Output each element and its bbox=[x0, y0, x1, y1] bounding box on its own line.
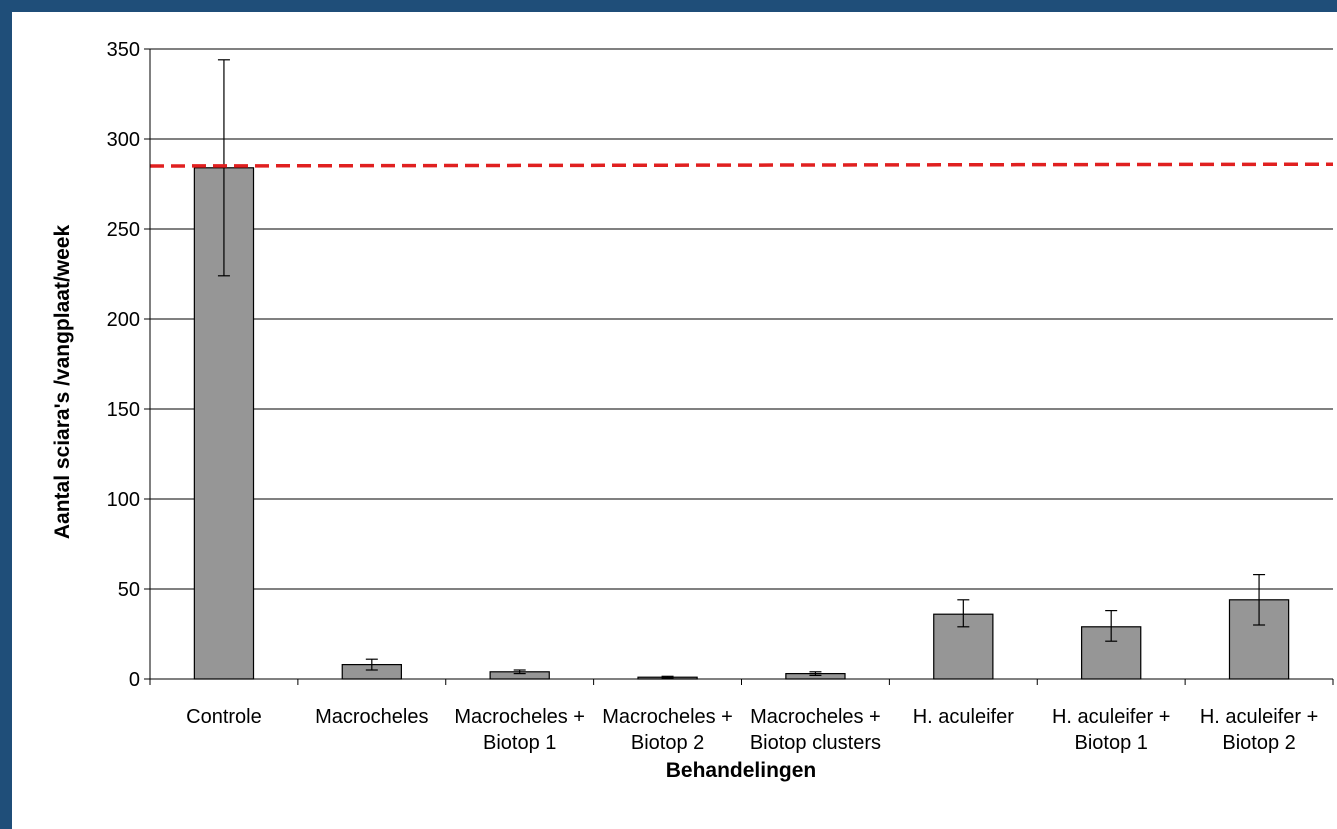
category-label: Macrocheles + Biotop 2 bbox=[602, 706, 733, 754]
chart-panel: 0 50 100 150 200 250 300 350 Controle Macrochele… bbox=[12, 12, 1337, 829]
bars bbox=[193, 167, 1290, 680]
y-tick-label: 150 bbox=[107, 399, 140, 421]
x-axis-title: Behandelingen bbox=[666, 759, 817, 782]
y-tick-label: 300 bbox=[107, 129, 140, 151]
y-tick-label: 350 bbox=[107, 39, 140, 61]
axes bbox=[144, 48, 1334, 685]
gridlines bbox=[150, 48, 1333, 590]
category-label: H. aculeifer bbox=[913, 706, 1014, 728]
reference-line bbox=[149, 162, 1334, 168]
category-label-line: Biotop 1 bbox=[483, 732, 556, 754]
category-label-line: Macrocheles + bbox=[750, 706, 881, 728]
category-label-line: Controle bbox=[186, 706, 262, 728]
category-label-line: Macrocheles + bbox=[602, 706, 733, 728]
category-label: Macrocheles bbox=[315, 706, 428, 728]
reference-line-group bbox=[149, 162, 1334, 168]
category-label: Macrocheles + Biotop 1 bbox=[454, 706, 585, 754]
y-axis-title: Aantal sciara's /vangplaat/week bbox=[51, 225, 74, 540]
y-tick-label: 50 bbox=[118, 579, 140, 601]
category-label-line: Macrocheles bbox=[315, 706, 428, 728]
category-label-line: Biotop 1 bbox=[1074, 732, 1147, 754]
y-tick-label: 250 bbox=[107, 219, 140, 241]
category-label: H. aculeifer + Biotop 2 bbox=[1200, 706, 1318, 754]
bar-chart: 0 50 100 150 200 250 300 350 Controle Macrochele… bbox=[51, 39, 1334, 782]
category-label: Macrocheles + Biotop clusters bbox=[750, 706, 881, 754]
y-tick-label: 200 bbox=[107, 309, 140, 331]
category-label: H. aculeifer + Biotop 1 bbox=[1052, 706, 1170, 754]
y-tick-labels: 0 50 100 150 200 250 300 350 bbox=[107, 39, 140, 691]
x-category-labels: Controle Macrocheles Macrocheles + Biotop 1… bbox=[186, 706, 1318, 754]
category-label-line: Biotop 2 bbox=[631, 732, 704, 754]
category-label-line: Biotop 2 bbox=[1222, 732, 1295, 754]
y-tick-label: 0 bbox=[129, 669, 140, 691]
category-label-line: Biotop clusters bbox=[750, 732, 881, 754]
y-tick-label: 100 bbox=[107, 489, 140, 511]
category-label-line: H. aculeifer + bbox=[1200, 706, 1318, 728]
category-label-line: Macrocheles + bbox=[454, 706, 585, 728]
category-label-line: H. aculeifer + bbox=[1052, 706, 1170, 728]
category-label: Controle bbox=[186, 706, 262, 728]
category-label-line: H. aculeifer bbox=[913, 706, 1014, 728]
error-bars bbox=[217, 59, 1266, 679]
